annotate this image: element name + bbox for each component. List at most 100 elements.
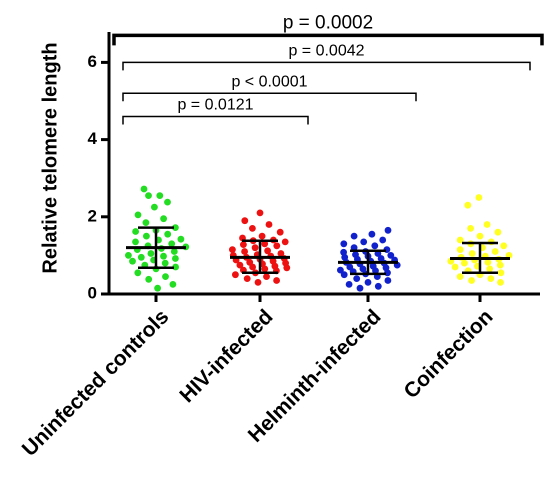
data-point <box>236 261 244 269</box>
data-point <box>154 284 162 292</box>
x-tick-labels: Uninfected controls HIV-infectedHelminth-… <box>18 305 498 461</box>
y-tick-label: 4 <box>88 129 98 148</box>
data-point <box>156 192 164 200</box>
data-point <box>475 194 483 201</box>
p-value-label: p < 0.0001 <box>231 73 307 90</box>
significance-bracket <box>122 92 417 102</box>
data-point <box>249 225 256 232</box>
data-point <box>372 267 379 275</box>
data-point <box>264 247 271 255</box>
data-point <box>337 266 344 274</box>
data-point <box>364 279 372 286</box>
data-point <box>350 232 358 240</box>
data-point <box>160 215 168 223</box>
significance-bracket <box>122 115 309 125</box>
data-point <box>261 265 269 273</box>
data-point <box>483 221 491 228</box>
data-point <box>240 241 247 249</box>
data-point <box>132 238 139 246</box>
data-point <box>468 277 475 284</box>
data-point <box>124 252 132 259</box>
data-point <box>384 226 392 234</box>
data-point <box>169 281 177 288</box>
data-point <box>134 211 142 219</box>
data-point <box>468 250 476 257</box>
data-point <box>145 275 153 283</box>
data-point <box>251 244 259 252</box>
data-point <box>356 284 364 292</box>
data-point <box>273 277 280 284</box>
data-point <box>374 282 382 290</box>
data-point <box>134 269 142 277</box>
data-point <box>143 232 150 240</box>
y-tick-label: 2 <box>88 206 97 225</box>
axes: 0 2 4 6 <box>88 32 540 302</box>
data-point <box>129 257 136 265</box>
data-point <box>254 279 262 286</box>
p-value-label: p = 0.0042 <box>288 42 364 59</box>
data-point <box>379 236 387 244</box>
data-point <box>345 281 353 288</box>
data-point <box>281 238 289 246</box>
x-category-label: Uninfected controls <box>18 305 174 461</box>
significance-bracket <box>122 61 531 71</box>
data-point <box>456 246 464 254</box>
data-point <box>258 232 266 240</box>
data-point <box>160 252 167 260</box>
data-point <box>263 273 270 280</box>
data-point <box>243 275 251 282</box>
data-point <box>497 269 505 277</box>
data-point <box>276 228 284 236</box>
data-point <box>360 238 368 246</box>
data-point <box>172 224 179 232</box>
y-tick-label: 6 <box>88 52 97 71</box>
data-point <box>340 271 348 279</box>
data-point <box>283 264 291 272</box>
data-point <box>461 259 468 267</box>
significance-bracket <box>112 33 544 46</box>
data-point <box>241 248 249 255</box>
data-point <box>467 225 474 232</box>
data-point <box>340 240 348 248</box>
p-value-label: p = 0.0002 <box>283 12 373 33</box>
data-point <box>170 248 178 255</box>
data-point <box>164 230 172 238</box>
data-point <box>484 258 492 266</box>
data-point <box>456 236 464 244</box>
data-point <box>162 273 169 280</box>
data-point <box>353 275 361 282</box>
data-point <box>487 275 495 282</box>
p-value-label: p = 0.0121 <box>177 96 253 113</box>
mean-sd-markers <box>126 226 510 276</box>
data-points <box>124 185 513 292</box>
y-tick-label: 0 <box>88 283 97 302</box>
data-point <box>142 219 150 227</box>
data-point <box>277 250 285 257</box>
data-point <box>497 279 504 286</box>
data-point <box>261 240 269 248</box>
data-point <box>456 273 464 280</box>
data-point <box>132 228 140 235</box>
data-point <box>168 240 176 248</box>
data-point <box>147 250 155 257</box>
data-point <box>140 185 148 193</box>
data-point <box>368 230 376 238</box>
data-point <box>371 242 379 250</box>
data-point <box>359 265 367 273</box>
data-point <box>172 255 179 262</box>
data-point <box>384 277 392 284</box>
data-point <box>451 263 459 271</box>
data-point <box>229 246 236 254</box>
data-point <box>161 259 169 267</box>
x-category-label: HIV-infected <box>175 305 277 407</box>
data-point <box>500 242 508 250</box>
data-point <box>265 221 273 228</box>
data-point <box>164 198 171 206</box>
data-point <box>273 242 281 250</box>
data-point <box>491 248 499 255</box>
y-axis-label: Relative telomere length <box>39 42 61 273</box>
data-point <box>241 217 249 225</box>
data-point <box>232 271 239 279</box>
data-point <box>387 252 395 259</box>
